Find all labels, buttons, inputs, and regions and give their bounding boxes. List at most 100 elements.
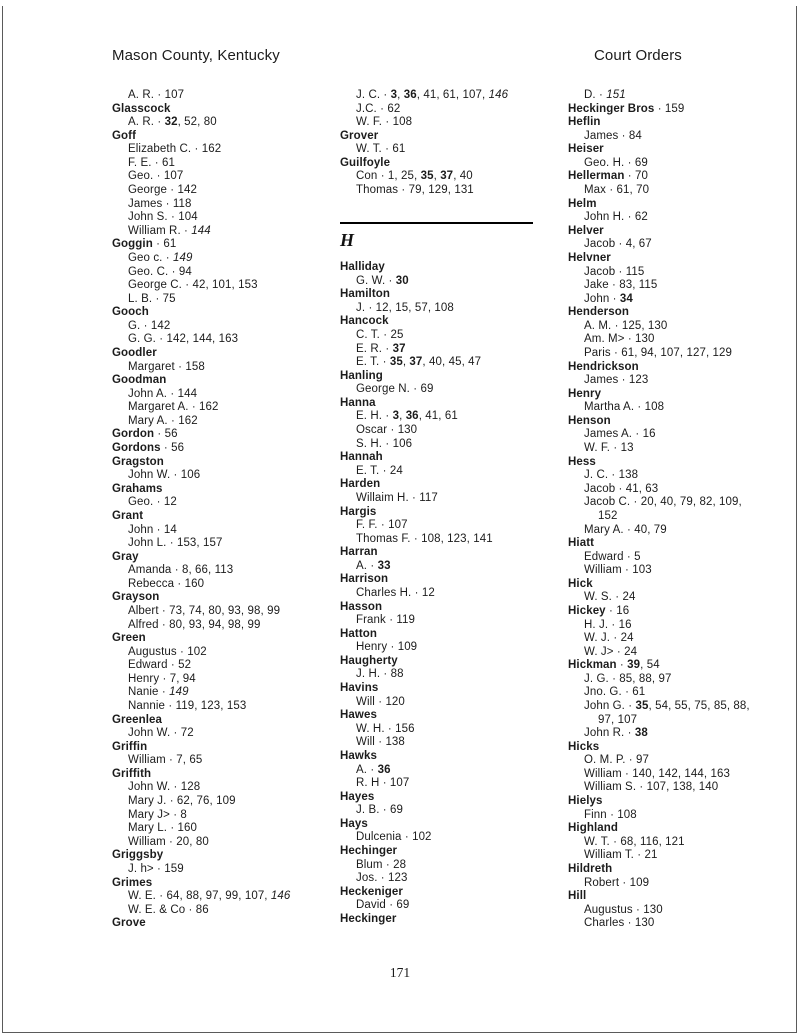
entry-text-segment: 3 [390,89,398,101]
section-divider-rule [340,221,533,225]
entry-text-segment: A. R. · 107 [128,89,185,101]
entry-text-segment: Geo. · 12 [128,496,177,509]
entry-text-segment: Grove [112,917,146,930]
entry-text-segment: Heckinger Bros [568,102,655,115]
entry-text-segment: Hendrickson [568,360,639,373]
index-entry-given-name: J.C. · 62 [340,103,562,117]
entry-text-segment: , [402,356,410,369]
index-entry-given-name: A. · 36 [340,764,562,778]
entry-text-segment: J. h> · 159 [128,862,184,875]
index-entry-surname: Heflin [568,116,794,130]
index-entry-given-name: Will · 120 [340,696,562,710]
entry-text-segment: S. H. · 106 [356,437,413,450]
entry-text-segment: 146 [270,890,291,903]
entry-text-segment: 151 [606,89,626,101]
entry-text-segment: Haugherty [340,654,398,667]
index-entry-given-name: Edward · 5 [568,551,794,565]
index-entry-surname: Henry [568,388,794,402]
entry-text-segment: Hayes [340,790,375,803]
entry-text-segment: · 56 [160,442,185,455]
index-entry-surname: Hildreth [568,863,794,877]
entry-text-segment: Hatton [340,627,378,640]
index-entry-given-name: Augustus · 130 [568,904,794,918]
index-entry-surname: Harden [340,478,562,492]
entry-text-segment: Heckinger [340,912,397,925]
entry-text-segment: R. H · 107 [356,777,410,790]
index-entry-given-name: William T. · 21 [568,849,794,863]
index-entry-given-name: John · 34 [568,293,794,307]
entry-text-segment: Hawes [340,709,377,722]
index-entry-given-name: J. G. · 85, 88, 97 [568,673,794,687]
entry-text-segment: Harden [340,478,381,491]
entry-text-segment: J. C. · [356,89,391,101]
entry-text-segment: Gordons [112,442,161,455]
entry-text-segment: 33 [377,559,391,572]
entry-text-segment: J. · 12, 15, 57, 108 [356,301,454,314]
index-entry-given-name: William S. · 107, 138, 140 [568,781,794,795]
entry-text-segment: James A. · 16 [584,428,656,441]
index-entry-given-name: John H. · 62 [568,211,794,225]
entry-text-segment: Jake · 83, 115 [584,279,658,292]
index-entry-given-name: A. R. · 32, 52, 80 [112,116,334,130]
index-entry-given-name: G. W. · 30 [340,275,562,289]
entry-text-segment: 37 [440,170,454,183]
index-entry-given-name: Jacob C. · 20, 40, 79, 82, 109, [568,496,794,510]
index-entry-given-name: A. · 33 [340,560,562,574]
index-entry-given-name: W. E. · 64, 88, 97, 99, 107, 146 [112,890,334,904]
entry-text-segment: Jno. G. · 61 [584,686,646,699]
running-header-section: Court Orders [594,47,682,64]
entry-text-segment: Hick [568,577,593,590]
entry-text-segment: Grant [112,509,144,522]
entry-text-segment: Highland [568,822,618,835]
index-entry-given-name: W. T. · 68, 116, 121 [568,836,794,850]
index-entry-given-name: J. C. · 3, 36, 41, 61, 107, 146 [340,89,562,103]
index-entry-given-name: Amanda · 8, 66, 113 [112,564,334,578]
index-entry-given-name: Mary J. · 62, 76, 109 [112,795,334,809]
index-entry-surname: Gragston [112,456,334,470]
entry-text-segment: James · 84 [584,129,642,142]
entry-text-segment: Goodler [112,346,157,359]
index-entry-given-name: W. S. · 24 [568,591,794,605]
entry-text-segment: · 16 [605,604,630,617]
entry-text-segment: Henry · 109 [356,641,418,654]
index-entry-given-name: John G. · 35, 54, 55, 75, 85, 88, [568,700,794,714]
entry-text-segment: Mary A. · 162 [128,414,198,427]
index-entry-given-name: George C. · 42, 101, 153 [112,279,334,293]
index-entry-surname: Hatton [340,628,562,642]
entry-text-segment: , 52, 80 [177,116,217,129]
entry-text-segment: W. J. · 24 [584,632,634,645]
entry-text-segment: Con · 1, 25, [356,170,421,183]
entry-text-segment: William R. · [128,224,192,237]
entry-text-segment: Elizabeth C. · 162 [128,143,222,156]
entry-text-segment: , 54, 55, 75, 85, 88, [648,700,750,713]
entry-text-segment: G. · 142 [128,319,171,332]
index-entry-given-name: W. J. · 24 [568,632,794,646]
entry-text-segment: Goodman [112,374,167,387]
index-entry-given-name: L. B. · 75 [112,293,334,307]
entry-text-segment: Hicks [568,740,600,753]
entry-text-segment: Grayson [112,591,160,604]
index-column-3: D. · 151 Heckinger Bros · 159 Heflin James … [568,89,794,931]
index-entry-surname: Harran [340,546,562,560]
index-entry-given-name: Geo. · 107 [112,170,334,184]
entry-text-segment: Will · 120 [356,695,405,708]
entry-text-segment: W. E. · 64, 88, 97, 99, 107, [128,890,271,903]
entry-text-segment: Geo. · 107 [128,170,184,183]
entry-text-segment: Green [112,632,146,645]
index-entry-given-name: Oscar · 130 [340,424,562,438]
entry-text-segment: Griffith [112,767,152,780]
entry-text-segment: G. W. · [356,274,396,287]
entry-text-segment: John A. · 144 [128,387,198,400]
index-column-1: A. R. · 107 Glasscock A. R. · 32, 52, 80 Go… [112,89,334,931]
entry-text-segment: E. R. · [356,342,393,355]
index-entry-given-name: W. E. & Co · 86 [112,904,334,918]
entry-text-segment: Hildreth [568,862,613,875]
entry-text-segment: Edward · 5 [584,550,641,563]
entry-text-segment: Hays [340,817,368,830]
entry-text-segment: Hiatt [568,537,595,550]
entry-text-segment: James · 118 [128,197,192,210]
entry-text-segment: Griggsby [112,849,164,862]
index-entry-surname: Haugherty [340,655,562,669]
entry-text-segment: Grover [340,129,379,142]
index-entry-surname: Heiser [568,143,794,157]
